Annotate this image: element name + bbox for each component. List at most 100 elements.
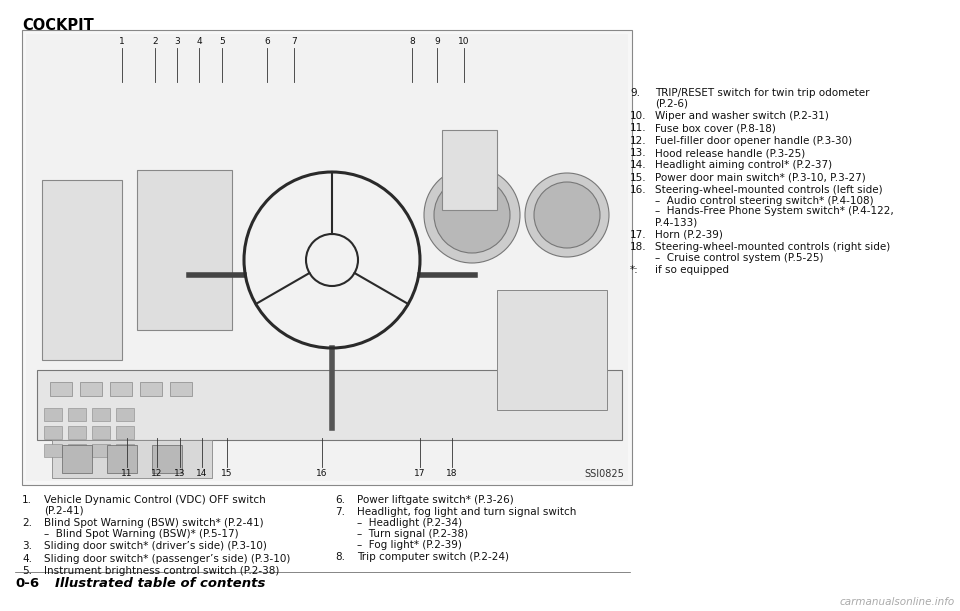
Bar bbox=[44, 408, 62, 421]
Bar bbox=[37, 370, 622, 440]
Bar bbox=[42, 180, 122, 360]
Text: 9.: 9. bbox=[630, 88, 640, 98]
Text: 15.: 15. bbox=[630, 172, 647, 183]
Text: (P.2-41): (P.2-41) bbox=[44, 506, 84, 516]
Text: 1: 1 bbox=[119, 37, 125, 46]
Text: 17: 17 bbox=[415, 469, 425, 478]
Circle shape bbox=[424, 167, 520, 263]
Text: Sliding door switch* (passenger’s side) (P.3-10): Sliding door switch* (passenger’s side) … bbox=[44, 554, 290, 563]
Text: 18.: 18. bbox=[630, 242, 647, 252]
Text: 4: 4 bbox=[196, 37, 202, 46]
Bar bbox=[22, 30, 632, 485]
Text: Instrument brightness control switch (P.2-38): Instrument brightness control switch (P.… bbox=[44, 566, 279, 576]
Bar bbox=[92, 408, 110, 421]
Text: –  Headlight (P.2-34): – Headlight (P.2-34) bbox=[357, 518, 462, 528]
Text: 11: 11 bbox=[121, 469, 132, 478]
Bar bbox=[80, 382, 102, 396]
Text: –  Turn signal (P.2-38): – Turn signal (P.2-38) bbox=[357, 529, 468, 539]
Text: 18: 18 bbox=[446, 469, 458, 478]
Text: 14: 14 bbox=[196, 469, 207, 478]
Bar bbox=[137, 170, 232, 330]
Text: Blind Spot Warning (BSW) switch* (P.2-41): Blind Spot Warning (BSW) switch* (P.2-41… bbox=[44, 518, 264, 528]
Bar bbox=[92, 444, 110, 457]
Text: Illustrated table of contents: Illustrated table of contents bbox=[55, 577, 265, 590]
Text: 2.: 2. bbox=[22, 518, 32, 528]
Text: Fuse box cover (P.8-18): Fuse box cover (P.8-18) bbox=[655, 123, 776, 133]
Bar bbox=[107, 445, 137, 473]
Bar bbox=[110, 382, 132, 396]
Text: Horn (P.2-39): Horn (P.2-39) bbox=[655, 230, 723, 240]
Text: 4.: 4. bbox=[22, 554, 32, 563]
Text: 6.: 6. bbox=[335, 495, 345, 505]
Bar bbox=[152, 445, 182, 473]
Text: 0-6: 0-6 bbox=[15, 577, 39, 590]
Text: 11.: 11. bbox=[630, 123, 647, 133]
Text: 15: 15 bbox=[221, 469, 232, 478]
Bar bbox=[497, 290, 607, 410]
Bar bbox=[116, 444, 134, 457]
Text: 1.: 1. bbox=[22, 495, 32, 505]
Text: –  Fog light* (P.2-39): – Fog light* (P.2-39) bbox=[357, 540, 462, 550]
Text: –  Audio control steering switch* (P.4-108): – Audio control steering switch* (P.4-10… bbox=[655, 196, 874, 206]
Text: COCKPIT: COCKPIT bbox=[22, 18, 94, 33]
Text: 17.: 17. bbox=[630, 230, 647, 240]
Text: SSI0825: SSI0825 bbox=[584, 469, 624, 479]
Text: 13: 13 bbox=[175, 469, 185, 478]
Text: Wiper and washer switch (P.2-31): Wiper and washer switch (P.2-31) bbox=[655, 111, 828, 121]
Text: Headlight, fog light and turn signal switch: Headlight, fog light and turn signal swi… bbox=[357, 507, 576, 518]
Text: Power door main switch* (P.3-10, P.3-27): Power door main switch* (P.3-10, P.3-27) bbox=[655, 172, 866, 183]
Bar bbox=[68, 426, 86, 439]
Text: 9: 9 bbox=[434, 37, 440, 46]
Text: Steering-wheel-mounted controls (right side): Steering-wheel-mounted controls (right s… bbox=[655, 242, 890, 252]
Circle shape bbox=[534, 182, 600, 248]
Text: Steering-wheel-mounted controls (left side): Steering-wheel-mounted controls (left si… bbox=[655, 185, 882, 195]
Text: P.4-133): P.4-133) bbox=[655, 218, 697, 227]
Circle shape bbox=[525, 173, 609, 257]
Text: Trip computer switch (P.2-24): Trip computer switch (P.2-24) bbox=[357, 552, 509, 562]
Text: TRIP/RESET switch for twin trip odometer: TRIP/RESET switch for twin trip odometer bbox=[655, 88, 870, 98]
Text: 7.: 7. bbox=[335, 507, 345, 518]
Text: 7: 7 bbox=[291, 37, 297, 46]
Bar bbox=[44, 444, 62, 457]
Bar bbox=[170, 382, 192, 396]
Text: Vehicle Dynamic Control (VDC) OFF switch: Vehicle Dynamic Control (VDC) OFF switch bbox=[44, 495, 266, 505]
Text: 10: 10 bbox=[458, 37, 469, 46]
Text: 16: 16 bbox=[316, 469, 327, 478]
Bar bbox=[50, 382, 72, 396]
Text: 8.: 8. bbox=[335, 552, 345, 562]
Text: –  Hands-Free Phone System switch* (P.4-122,: – Hands-Free Phone System switch* (P.4-1… bbox=[655, 207, 894, 216]
Bar bbox=[92, 426, 110, 439]
Bar bbox=[44, 426, 62, 439]
Circle shape bbox=[434, 177, 510, 253]
Text: –  Blind Spot Warning (BSW)* (P.5-17): – Blind Spot Warning (BSW)* (P.5-17) bbox=[44, 529, 239, 539]
Text: Headlight aiming control* (P.2-37): Headlight aiming control* (P.2-37) bbox=[655, 160, 832, 170]
Text: carmanualsonline.info: carmanualsonline.info bbox=[840, 597, 955, 607]
Text: (P.2-6): (P.2-6) bbox=[655, 99, 688, 109]
Text: 5: 5 bbox=[219, 37, 225, 46]
Text: 12.: 12. bbox=[630, 136, 647, 145]
Text: 3.: 3. bbox=[22, 541, 32, 551]
Bar bbox=[68, 408, 86, 421]
Text: 3: 3 bbox=[174, 37, 180, 46]
Text: 10.: 10. bbox=[630, 111, 646, 121]
Text: –  Cruise control system (P.5-25): – Cruise control system (P.5-25) bbox=[655, 253, 824, 263]
Text: 12: 12 bbox=[152, 469, 162, 478]
Text: 16.: 16. bbox=[630, 185, 647, 195]
Text: 14.: 14. bbox=[630, 160, 647, 170]
Text: 5.: 5. bbox=[22, 566, 32, 576]
Text: 6: 6 bbox=[264, 37, 270, 46]
Text: Sliding door switch* (driver’s side) (P.3-10): Sliding door switch* (driver’s side) (P.… bbox=[44, 541, 267, 551]
Bar bbox=[140, 382, 162, 396]
Bar bbox=[442, 130, 497, 210]
Text: Power liftgate switch* (P.3-26): Power liftgate switch* (P.3-26) bbox=[357, 495, 514, 505]
Bar bbox=[68, 444, 86, 457]
Bar bbox=[62, 445, 92, 473]
Text: Hood release handle (P.3-25): Hood release handle (P.3-25) bbox=[655, 148, 805, 158]
Text: *:: *: bbox=[630, 265, 638, 275]
Text: 8: 8 bbox=[409, 37, 415, 46]
Text: if so equipped: if so equipped bbox=[655, 265, 729, 275]
Text: 13.: 13. bbox=[630, 148, 647, 158]
Bar bbox=[116, 408, 134, 421]
Text: Fuel-filler door opener handle (P.3-30): Fuel-filler door opener handle (P.3-30) bbox=[655, 136, 852, 145]
Bar bbox=[26, 34, 628, 481]
